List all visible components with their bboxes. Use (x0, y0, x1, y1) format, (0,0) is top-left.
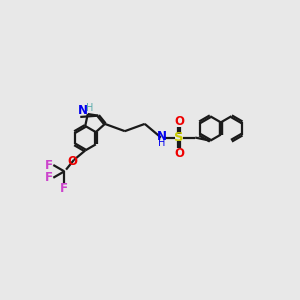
Text: S: S (174, 131, 184, 144)
Text: H: H (85, 103, 93, 112)
Text: F: F (45, 158, 53, 172)
Text: H: H (158, 138, 165, 148)
Text: N: N (157, 130, 166, 142)
Text: O: O (67, 155, 77, 168)
Text: N: N (77, 104, 88, 117)
Text: F: F (45, 171, 53, 184)
Text: O: O (174, 147, 184, 160)
Text: F: F (60, 182, 68, 195)
Text: O: O (174, 115, 184, 128)
